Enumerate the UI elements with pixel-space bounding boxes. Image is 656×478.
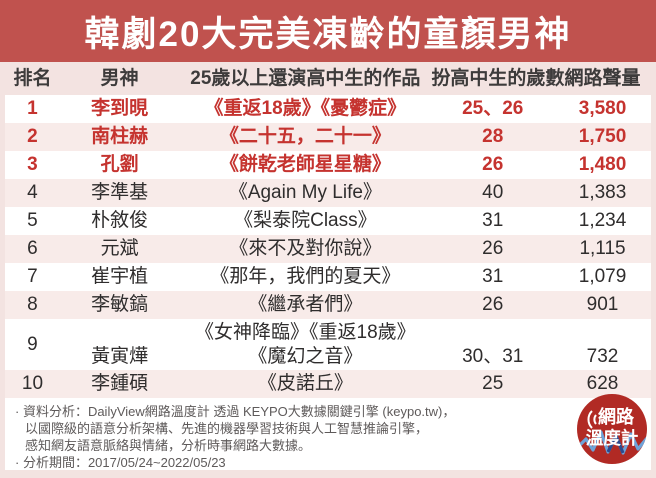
rank-value: 5 — [27, 210, 38, 232]
logo-wave-accent — [606, 434, 625, 454]
name-value: 孔劉 — [100, 154, 139, 176]
column-header-name: 男神 — [100, 67, 139, 89]
volume-value: 1,115 — [579, 238, 626, 260]
works-value: 《皮諾丘》 — [257, 373, 353, 394]
ages-value: 26 — [482, 154, 504, 176]
works-value: 《那年，我們的夏天》 — [210, 266, 401, 287]
page-title: 韓劇20大完美凍齡的童顏男神 — [84, 14, 572, 54]
rank-value: 9 — [27, 333, 38, 355]
table-row: 4 李準基 《Again My Life》 40 1,383 — [5, 179, 651, 207]
table-row: 3 孔劉 《餅乾老師星星糖》 26 1,480 — [5, 151, 651, 179]
name-value: 南柱赫 — [91, 126, 149, 148]
rank-value: 1 — [27, 98, 38, 120]
volume-value: 1,480 — [578, 154, 627, 176]
works-value: 《餅乾老師星星糖》 — [219, 154, 391, 175]
ages-value: 28 — [482, 126, 504, 148]
rank-value: 7 — [27, 266, 38, 288]
dailyview-thermometer-logo: 網路 溫度計 — [575, 392, 649, 470]
works-value: 《Again My Life》 — [228, 182, 382, 203]
footnote-line-method1: 以國際級的語意分析架構、先進的機器學習技術與人工智慧推論引擎， — [25, 421, 429, 436]
name-value: 朴敘俊 — [91, 210, 149, 232]
table-row: 5 朴敘俊 《梨泰院Class》 31 1,234 — [5, 207, 651, 235]
logo-text-line1: 網路 — [598, 406, 635, 427]
column-header-volume: 網路聲量 — [564, 67, 641, 89]
title-banner: 韓劇20大完美凍齡的童顏男神 — [0, 0, 656, 62]
column-header-rank: 排名 — [13, 67, 52, 89]
volume-value: 901 — [586, 294, 619, 316]
footnote-line-analysis: · 資料分析：DailyView網路溫度計 透過 KEYPO大數據關鍵引擎 (k… — [15, 404, 456, 419]
works-value: 《來不及對你說》 — [229, 238, 382, 259]
volume-value: 3,580 — [578, 98, 627, 120]
volume-value: 1,079 — [578, 266, 627, 288]
works-value: 《繼承者們》 — [248, 294, 363, 315]
rank-value: 4 — [27, 182, 38, 204]
ages-value: 26 — [482, 238, 504, 260]
volume-value: 1,383 — [578, 182, 627, 204]
volume-value: 732 — [586, 346, 619, 368]
works-value: 《女神降臨》《重返18歲》 — [195, 321, 416, 343]
logo-graphic: 網路 溫度計 — [577, 394, 647, 464]
table-row: 7 崔宇植 《那年，我們的夏天》 31 1,079 — [5, 263, 651, 291]
ages-value: 31 — [482, 266, 504, 288]
ranking-table: 排名 男神 25歲以上還演高中生的作品 扮高中生的歲數 網路聲量 1 李到晛 《… — [5, 62, 651, 470]
name-value: 李準基 — [91, 182, 149, 204]
volume-value: 628 — [586, 373, 619, 395]
rank-value: 2 — [27, 126, 38, 148]
table-row: 9 黃寅燁 《女神降臨》《重返18歲》 《魔幻之音》 30、31 732 — [5, 319, 651, 370]
works-value: 《梨泰院Class》 — [234, 210, 377, 231]
ages-value: 30、31 — [462, 346, 524, 368]
name-value: 元斌 — [100, 238, 139, 260]
name-value: 李到晛 — [91, 98, 149, 120]
rank-value: 6 — [27, 238, 38, 260]
rank-value: 3 — [27, 154, 38, 176]
works-value: 《重返18歲》《憂鬱症》 — [204, 98, 407, 119]
name-value: 黃寅燁 — [91, 346, 149, 368]
name-value: 崔宇植 — [91, 266, 149, 288]
logo-signal-icon — [587, 410, 597, 429]
ages-value: 26 — [482, 294, 504, 316]
works-value-line2: 《魔幻之音》 — [248, 345, 363, 367]
rank-value: 10 — [21, 373, 44, 395]
table-header-row: 排名 男神 25歲以上還演高中生的作品 扮高中生的歲數 網路聲量 — [5, 62, 651, 95]
volume-value: 1,234 — [578, 210, 627, 232]
volume-value: 1,750 — [578, 126, 627, 148]
rank-value: 8 — [27, 294, 38, 316]
table-row: 6 元斌 《來不及對你說》 26 1,115 — [5, 235, 651, 263]
logo-text-line2: 溫度計 — [586, 428, 639, 448]
source-footnote: · 資料分析：DailyView網路溫度計 透過 KEYPO大數據關鍵引擎 (k… — [5, 394, 651, 470]
ages-value: 40 — [482, 182, 504, 204]
works-value: 《二十五，二十一》 — [219, 126, 391, 147]
footnote-line-period: · 分析期間：2017/05/24~2022/05/23 — [15, 455, 226, 470]
ages-value: 25、26 — [462, 98, 524, 120]
ages-value: 31 — [482, 210, 504, 232]
table-row: 2 南柱赫 《二十五，二十一》 28 1,750 — [5, 123, 651, 151]
name-value: 李敏鎬 — [91, 294, 149, 316]
ages-value: 25 — [482, 373, 504, 395]
table-row: 1 李到晛 《重返18歲》《憂鬱症》 25、26 3,580 — [5, 95, 651, 123]
table-row: 8 李敏鎬 《繼承者們》 26 901 — [5, 291, 651, 319]
column-header-works: 25歲以上還演高中生的作品 — [190, 67, 421, 89]
name-value: 李鍾碩 — [91, 373, 149, 395]
column-header-ages: 扮高中生的歲數 — [431, 67, 565, 89]
footnote-line-method2: 感知網友語意脈絡與情緒，分析時事網路大數據。 — [25, 438, 312, 453]
table-row: 10 李鍾碩 《皮諾丘》 25 628 — [5, 370, 651, 398]
